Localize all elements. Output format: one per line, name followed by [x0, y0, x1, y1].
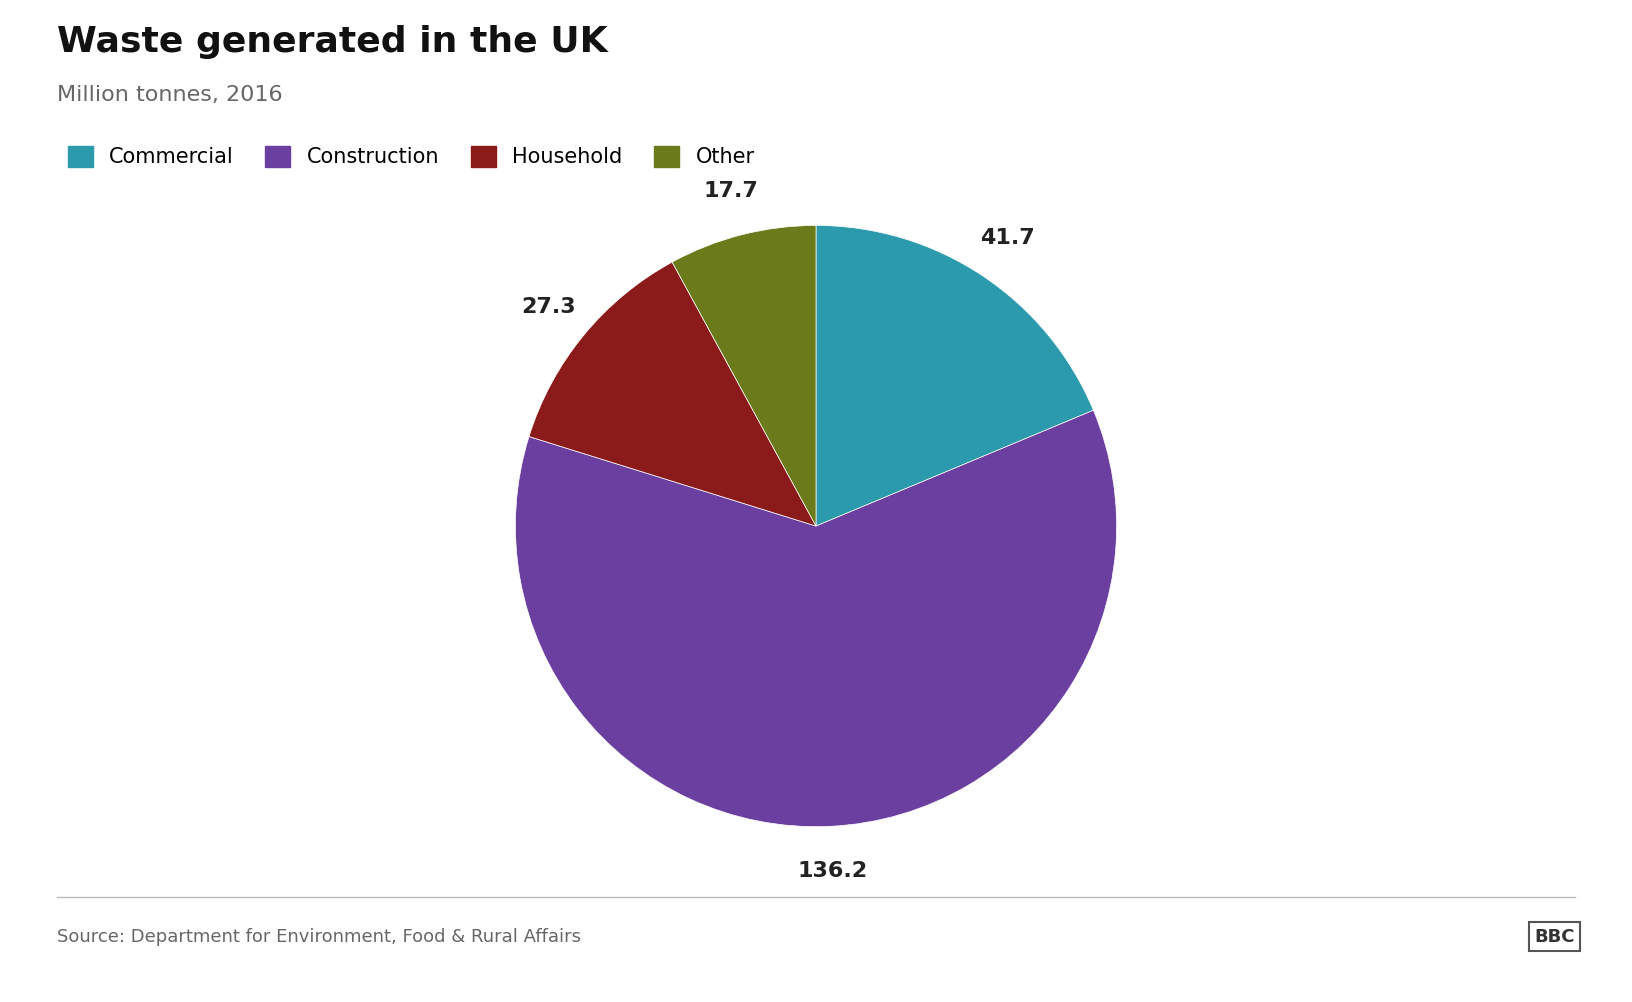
Text: 27.3: 27.3 — [522, 297, 576, 317]
Wedge shape — [516, 410, 1116, 827]
Text: 41.7: 41.7 — [981, 228, 1035, 248]
Text: 136.2: 136.2 — [796, 862, 867, 882]
Legend: Commercial, Construction, Household, Other: Commercial, Construction, Household, Oth… — [67, 145, 754, 167]
Text: Source: Department for Environment, Food & Rural Affairs: Source: Department for Environment, Food… — [57, 928, 581, 946]
Text: Waste generated in the UK: Waste generated in the UK — [57, 25, 607, 59]
Text: BBC: BBC — [1534, 928, 1575, 946]
Wedge shape — [529, 263, 816, 526]
Wedge shape — [672, 225, 816, 526]
Text: 17.7: 17.7 — [703, 181, 759, 201]
Wedge shape — [816, 225, 1093, 526]
Text: Million tonnes, 2016: Million tonnes, 2016 — [57, 85, 282, 105]
